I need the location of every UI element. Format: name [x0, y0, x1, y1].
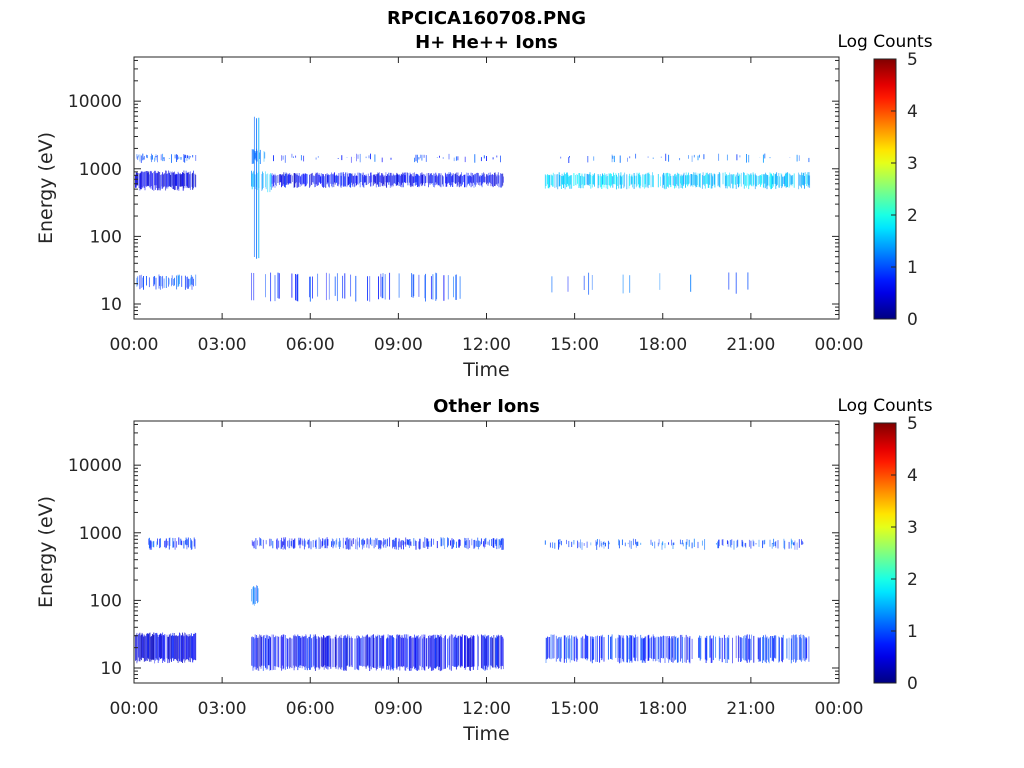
y-tick-label: 1000 [79, 160, 122, 180]
x-tick-label: 00:00 [110, 335, 159, 355]
x-tick-label: 06:00 [286, 699, 335, 719]
x-tick-label: 15:00 [550, 699, 599, 719]
colorbar-tick-label: 3 [907, 518, 918, 538]
y-tick-label: 10000 [68, 456, 122, 476]
colorbar-tick-label: 4 [907, 102, 918, 122]
colorbar-tick-label: 4 [907, 466, 918, 486]
chart-subtitle: H+ He++ Ions [415, 32, 558, 53]
y-axis-label: Energy (eV) [35, 496, 57, 608]
colorbar-tick-label: 0 [907, 310, 918, 330]
y-tick-label: 10 [100, 295, 122, 315]
y-tick-label: 100 [90, 591, 122, 611]
x-tick-label: 18:00 [638, 699, 687, 719]
x-tick-label: 00:00 [815, 335, 864, 355]
y-tick-label: 10000 [68, 92, 122, 112]
y-tick-label: 100 [90, 227, 122, 247]
chart-title: RPCICA160708.PNG [387, 8, 586, 29]
colorbar: Log Counts 0 1 2 3 4 5 [837, 396, 932, 694]
x-tick-label: 03:00 [198, 335, 247, 355]
colorbar-gradient [873, 422, 897, 684]
x-tick-label: 03:00 [198, 699, 247, 719]
y-tick-label: 10 [100, 659, 122, 679]
x-tick-label: 12:00 [462, 335, 511, 355]
colorbar-label: Log Counts [837, 32, 932, 52]
y-tick-label: 1000 [79, 524, 122, 544]
x-tick-label: 21:00 [726, 335, 775, 355]
spectrogram-data [135, 537, 810, 672]
x-tick-label: 06:00 [286, 335, 335, 355]
x-tick-label: 12:00 [462, 699, 511, 719]
x-tick-label: 21:00 [726, 699, 775, 719]
colorbar-tick-label: 1 [907, 258, 918, 278]
colorbar-tick-label: 0 [907, 674, 918, 694]
spectrogram-data [135, 116, 811, 302]
colorbar-gradient [873, 58, 897, 320]
x-tick-label: 09:00 [374, 699, 423, 719]
colorbar-tick-label: 3 [907, 154, 918, 174]
x-tick-label: 00:00 [815, 699, 864, 719]
colorbar-tick-label: 5 [907, 414, 918, 434]
colorbar-tick-label: 2 [907, 206, 918, 226]
colorbar-tick-label: 1 [907, 622, 918, 642]
x-tick-label: 09:00 [374, 335, 423, 355]
x-axis-label: Time [462, 723, 510, 745]
y-axis-label: Energy (eV) [35, 132, 57, 244]
colorbar-label: Log Counts [837, 396, 932, 416]
x-tick-label: 15:00 [550, 335, 599, 355]
x-tick-label: 00:00 [110, 699, 159, 719]
chart-title: Other Ions [433, 396, 540, 417]
x-tick-label: 18:00 [638, 335, 687, 355]
colorbar: Log Counts 0 1 2 3 4 5 [837, 32, 932, 330]
x-axis-label: Time [462, 359, 510, 381]
colorbar-tick-label: 2 [907, 570, 918, 590]
colorbar-tick-label: 5 [907, 50, 918, 70]
